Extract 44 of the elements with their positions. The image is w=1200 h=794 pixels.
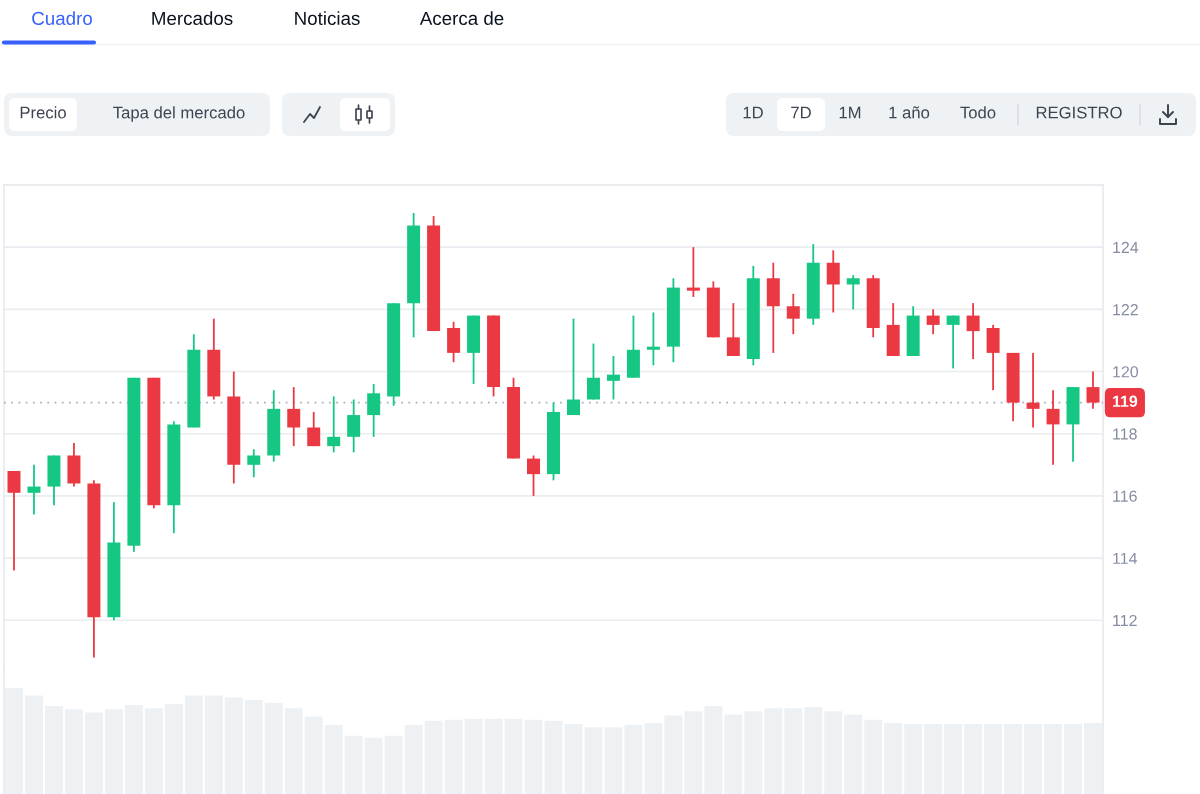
candlestick: [527, 454, 541, 497]
ref-line-label: 119: [1113, 395, 1138, 407]
candlestick: [566, 317, 580, 416]
candlestick: [1026, 351, 1040, 429]
candlestick: [1086, 370, 1100, 410]
y-tick-label: 112: [1113, 614, 1137, 627]
candlestick: [646, 311, 660, 367]
candlestick: [327, 395, 341, 454]
candlestick: [307, 411, 321, 448]
candlestick: [946, 314, 960, 370]
text: Cuadro: [32, 11, 92, 26]
y-tick-label: 120: [1113, 366, 1139, 378]
text: 1D: [743, 106, 763, 119]
candlestick: [586, 342, 600, 401]
text: Todo: [960, 106, 996, 119]
text: Precio: [20, 106, 66, 119]
text: 1M: [839, 106, 861, 119]
candlestick: [686, 246, 700, 298]
candlestick: [287, 386, 301, 448]
text: REGISTRO: [1036, 106, 1122, 119]
candlestick: [1046, 389, 1060, 466]
candlestick: [367, 383, 381, 438]
y-tick-label: 124: [1113, 241, 1139, 253]
text: Mercados: [152, 11, 233, 26]
candlestick: [846, 274, 860, 311]
candlestick: [347, 398, 361, 454]
candlestick: [27, 463, 41, 516]
candlestick: [247, 448, 261, 479]
candlestick: [826, 249, 840, 314]
text: Noticias: [295, 11, 360, 26]
y-tick-label: 118: [1113, 428, 1137, 440]
y-tick-label: 116: [1113, 490, 1137, 502]
text: 1 año: [889, 106, 930, 119]
text: 7D: [791, 106, 811, 119]
y-tick-label: 114: [1113, 552, 1138, 564]
text: Tapa del mercado: [113, 106, 245, 122]
candlestick: [7, 470, 21, 572]
candlestick: [926, 308, 940, 336]
candlestick: [606, 355, 620, 401]
text: Acerca de: [419, 11, 504, 26]
candlestick: [786, 292, 800, 336]
y-tick-label: 122: [1113, 303, 1138, 316]
candlestick: [966, 302, 980, 361]
candlestick: [726, 302, 740, 357]
